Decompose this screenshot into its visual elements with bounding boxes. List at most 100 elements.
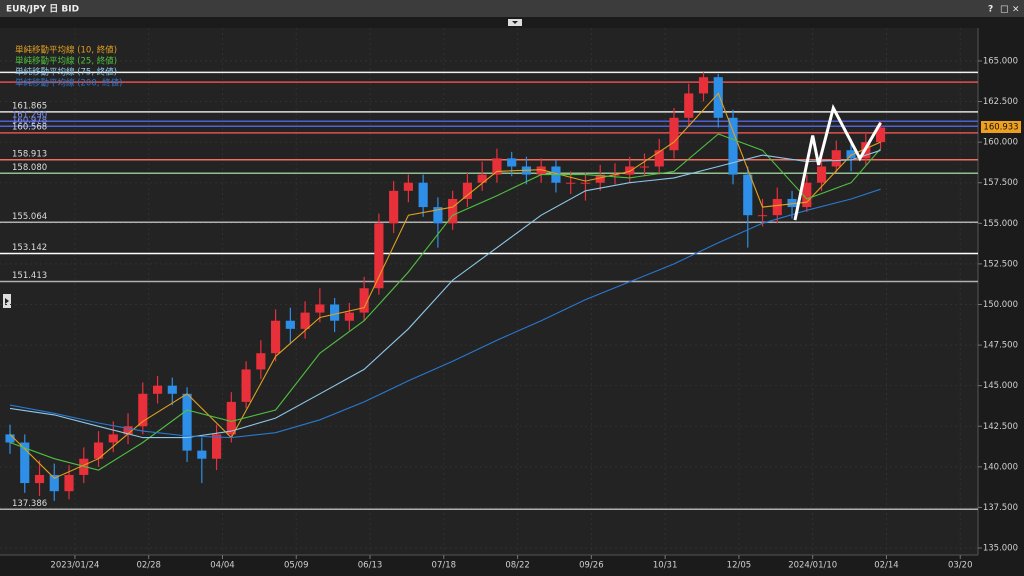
- moving-average-line: [9, 133, 882, 471]
- candle-body: [256, 353, 266, 370]
- legend-entry: 単純移動平均線 (25, 終値): [15, 56, 117, 67]
- price-level-label: 155.064: [12, 212, 47, 222]
- window-title: EUR/JPY 日 BID: [6, 4, 79, 15]
- candle-body: [684, 93, 694, 118]
- candle-body: [374, 223, 384, 289]
- candle-body: [49, 474, 59, 492]
- candle-body: [566, 182, 576, 184]
- y-tick-label: 137.500: [983, 503, 1018, 513]
- y-tick-label: 160.000: [983, 138, 1018, 148]
- candle-body: [625, 166, 635, 175]
- close-button[interactable]: ×: [1012, 5, 1020, 15]
- candle-body: [403, 182, 413, 191]
- price-level-label: 161.865: [12, 101, 47, 111]
- candle-body: [344, 312, 354, 321]
- candle-body: [802, 182, 812, 208]
- candle-body: [212, 434, 222, 459]
- candle-body: [271, 320, 281, 354]
- candle-body: [713, 77, 723, 118]
- y-tick-label: 165.000: [983, 56, 1018, 66]
- candle-body: [728, 117, 738, 175]
- maximize-button[interactable]: □: [1000, 5, 1009, 15]
- plot-area: [0, 28, 978, 555]
- candle-body: [5, 434, 15, 443]
- candle-body: [536, 166, 546, 175]
- y-tick-label: 162.500: [983, 97, 1018, 107]
- y-tick-label: 147.500: [983, 341, 1018, 351]
- candle-body: [34, 474, 45, 484]
- last-price-tag: [981, 120, 1021, 133]
- candle-body: [595, 174, 605, 183]
- price-level-label: 161.290: [12, 111, 47, 121]
- candle-body: [108, 434, 118, 443]
- help-button[interactable]: ?: [988, 5, 993, 15]
- candle-body: [580, 182, 591, 184]
- x-tick-label: 06/13: [358, 561, 383, 571]
- moving-average-line: [9, 92, 881, 479]
- x-tick-label: 10/31: [653, 561, 678, 571]
- candle-body: [152, 385, 163, 394]
- x-tick-label: 12/05: [727, 561, 752, 571]
- x-tick-label: 05/09: [284, 561, 309, 571]
- price-level-label: 160.978: [12, 116, 47, 126]
- price-level-label: 137.386: [12, 499, 47, 509]
- candle-body: [418, 182, 428, 208]
- x-tick-label: 03/20: [948, 561, 973, 571]
- candle-body: [462, 182, 472, 199]
- y-tick-label: 152.500: [983, 259, 1018, 269]
- candle-body: [492, 158, 502, 175]
- candle-body: [330, 304, 340, 321]
- chart-layer: 135.000 137.500 140.000 142.500 145.000 147.5…: [0, 28, 1021, 571]
- candle-body: [241, 369, 251, 402]
- x-tick-label: 04/04: [210, 561, 235, 571]
- price-level-label: 153.142: [12, 243, 47, 253]
- x-tick-label: 2023/01/24: [50, 561, 99, 571]
- candle-body: [93, 442, 104, 459]
- x-tick-label: 07/18: [432, 561, 457, 571]
- candle-body: [167, 385, 177, 394]
- candle-body: [315, 304, 325, 313]
- candle-body: [123, 426, 133, 435]
- candle-body: [197, 450, 207, 459]
- candle-body: [138, 393, 148, 427]
- candle-body: [285, 320, 295, 329]
- moving-average-line: [9, 188, 881, 439]
- candle-body: [182, 393, 192, 451]
- candle-body: [787, 198, 797, 208]
- candle-body: [698, 77, 709, 94]
- price-level-label: 158.080: [12, 163, 47, 173]
- y-tick-label: 142.500: [983, 422, 1018, 432]
- candle-body: [757, 215, 768, 217]
- x-tick-label: 09/26: [579, 561, 604, 571]
- x-tick-label: 02/28: [136, 561, 161, 571]
- last-price-label: 160.933: [983, 122, 1018, 132]
- y-tick-label: 140.000: [983, 462, 1018, 472]
- y-tick-label: 157.500: [983, 178, 1018, 188]
- side-panel-icon: [5, 298, 9, 304]
- candle-body: [816, 166, 827, 183]
- title-bar: [0, 0, 1024, 17]
- x-tick-label: 2024/01/10: [788, 561, 837, 571]
- price-level-label: 158.913: [12, 149, 47, 159]
- candle-body: [743, 174, 753, 216]
- candle-body: [846, 150, 856, 159]
- candle-body: [639, 166, 650, 168]
- legend-entry: 単純移動平均線 (200, 終値): [15, 78, 122, 89]
- candle-body: [477, 174, 487, 183]
- candle-body: [507, 158, 517, 167]
- candle-body: [64, 474, 74, 492]
- candle-body: [654, 150, 664, 167]
- candle-body: [448, 198, 458, 224]
- y-tick-label: 145.000: [983, 381, 1018, 391]
- collapse-icon: [512, 21, 518, 24]
- candle-body: [433, 207, 443, 224]
- moving-average-line: [9, 149, 881, 439]
- y-tick-label: 150.000: [983, 300, 1018, 310]
- candle-body: [831, 150, 841, 167]
- price-level-label: 151.413: [12, 271, 47, 281]
- y-tick-label: 135.000: [983, 544, 1018, 554]
- x-tick-label: 02/14: [874, 561, 899, 571]
- legend-entry: 単純移動平均線 (10, 終値): [15, 45, 117, 56]
- candle-body: [300, 312, 310, 329]
